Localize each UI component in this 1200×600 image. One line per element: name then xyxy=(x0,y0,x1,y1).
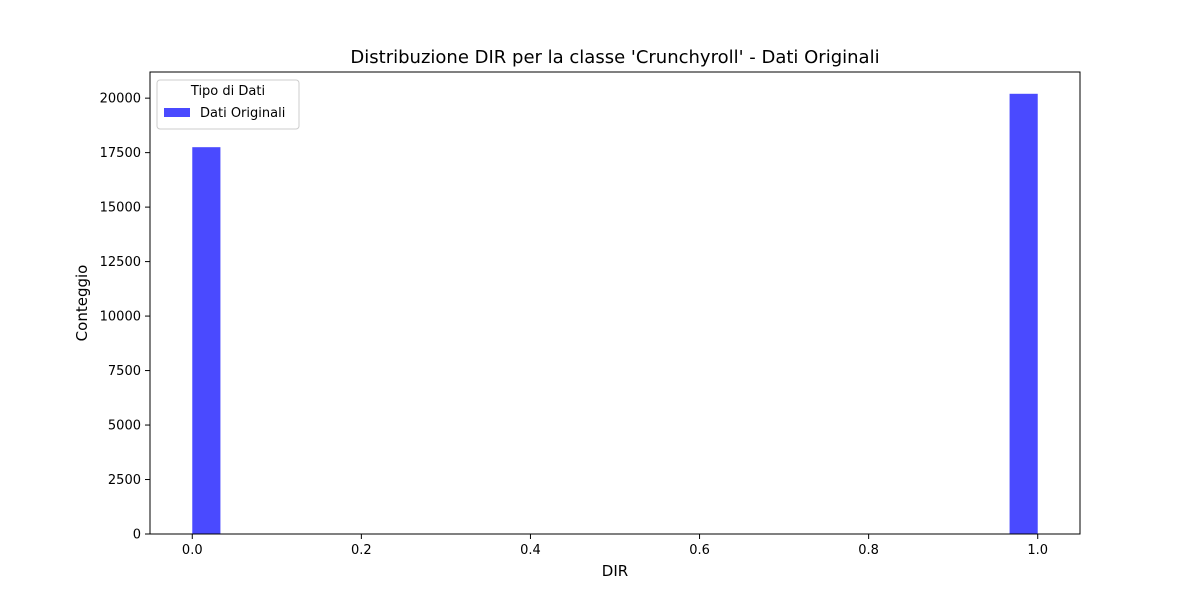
chart-title: Distribuzione DIR per la classe 'Crunchy… xyxy=(350,47,879,68)
histogram-bar-1 xyxy=(1009,93,1038,534)
y-tick-label: 12500 xyxy=(100,255,141,270)
x-tick-label: 0.4 xyxy=(520,543,541,558)
legend: Tipo di Dati Dati Originali xyxy=(156,79,300,130)
y-axis-label: Conteggio xyxy=(73,265,91,342)
histogram-bar-0 xyxy=(192,147,221,534)
y-tick-label: 10000 xyxy=(100,310,141,325)
legend-title: Tipo di Dati xyxy=(190,84,265,99)
legend-box xyxy=(156,79,300,130)
x-tick-label: 1.0 xyxy=(1027,543,1048,558)
x-tick-label: 0.0 xyxy=(182,543,203,558)
legend-swatch xyxy=(164,108,190,117)
y-tick-label: 7500 xyxy=(108,364,141,379)
x-tick-label: 0.6 xyxy=(689,543,710,558)
y-tick-label: 5000 xyxy=(108,419,141,434)
x-axis-label: DIR xyxy=(602,562,628,580)
y-tick-label: 0 xyxy=(133,528,141,543)
y-tick-label: 17500 xyxy=(100,146,141,161)
x-tick-label: 0.2 xyxy=(351,543,372,558)
plot-frame xyxy=(149,71,1081,535)
y-tick-label: 2500 xyxy=(108,473,141,488)
x-tick-label: 0.8 xyxy=(858,543,879,558)
y-tick-label: 20000 xyxy=(100,92,141,107)
y-tick-label: 15000 xyxy=(100,201,141,216)
legend-entry-dati-originali: Dati Originali xyxy=(200,106,285,121)
